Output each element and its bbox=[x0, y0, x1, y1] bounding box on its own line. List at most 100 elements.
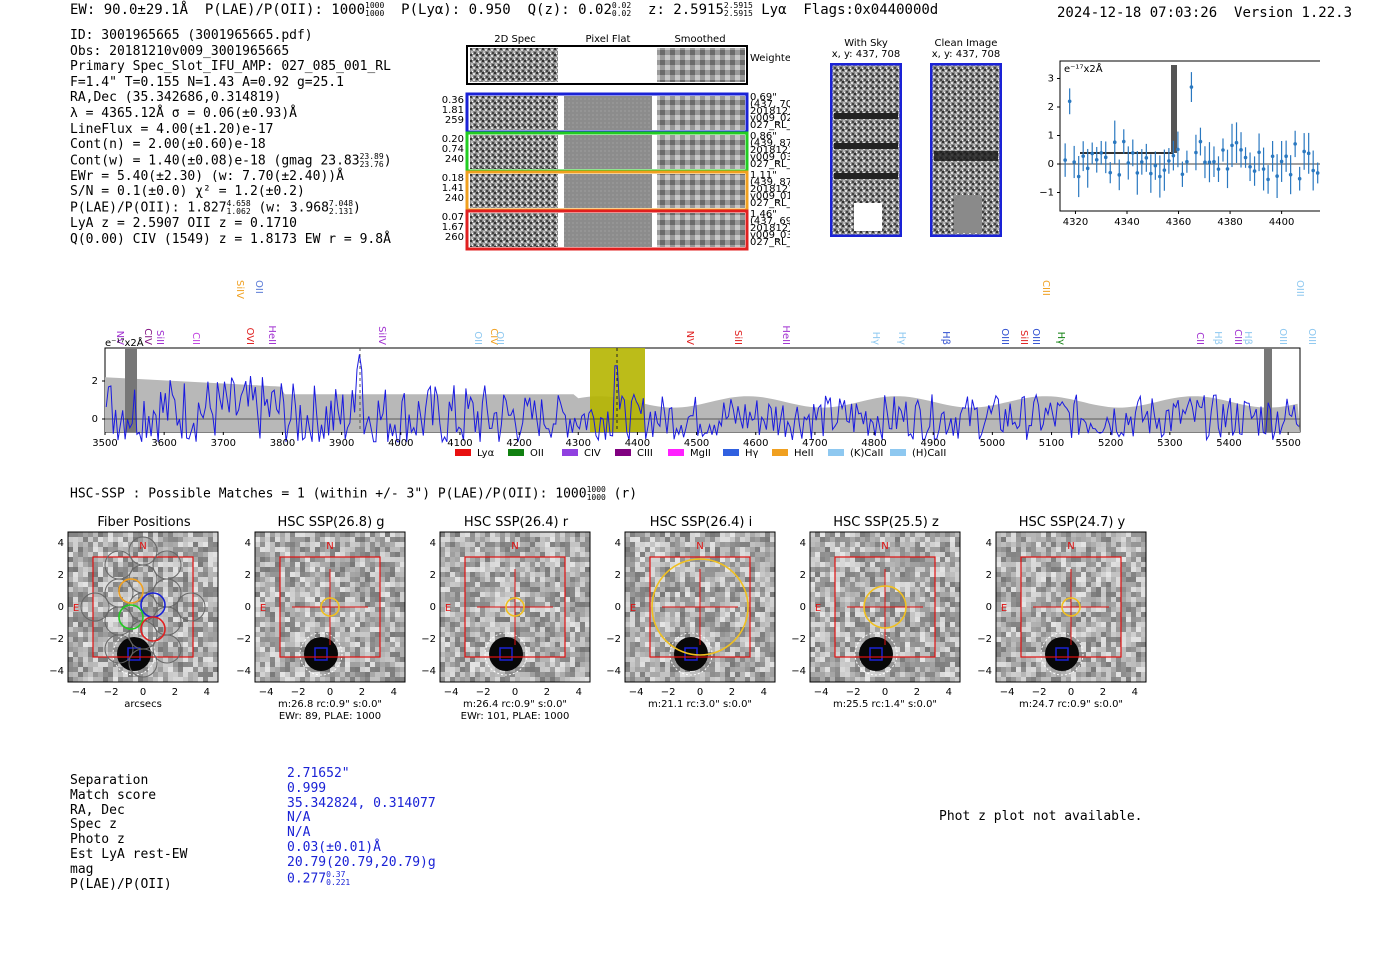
hsc-cutout-image bbox=[810, 532, 960, 682]
hsc-match-box bbox=[499, 647, 513, 661]
hsc-source bbox=[1045, 637, 1079, 671]
hsc-match-box bbox=[684, 647, 698, 661]
cutout-right-info: v009_01 bbox=[750, 191, 790, 202]
zoom-data-point bbox=[1121, 139, 1126, 144]
hsc-x-tick-label: 2 bbox=[729, 687, 735, 698]
hsc-east-label: E bbox=[1001, 603, 1007, 614]
zoom-data-point bbox=[1284, 154, 1288, 159]
hsc-panel: HSC SSP(26.8) g N E −4 −4 −2 −2 0 0 2 2 4 4 m:26.8 rc… bbox=[231, 512, 411, 726]
spectrum-x-tick-label: 4200 bbox=[506, 438, 531, 449]
cutout-left-stat: 0.18 bbox=[442, 173, 464, 184]
zoom-data-point bbox=[1234, 140, 1239, 145]
hsc-north-label: N bbox=[881, 541, 888, 552]
zoom-data-point bbox=[1149, 171, 1153, 176]
legend-swatch bbox=[455, 449, 471, 456]
legend-label: CIV bbox=[584, 448, 601, 459]
legend-label: OII bbox=[530, 448, 544, 459]
hsc-y-tick-label: −4 bbox=[236, 666, 251, 677]
match-value-radec: 35.342824, 0.314077 bbox=[287, 795, 436, 811]
zoom-y-tick-label: 3 bbox=[1048, 74, 1054, 85]
hsc-x-tick-label: −2 bbox=[476, 687, 491, 698]
zoom-data-point bbox=[1158, 174, 1162, 179]
hsc-x-tick-label: −4 bbox=[629, 687, 644, 698]
hsc-cutout-image bbox=[996, 532, 1146, 682]
spectrum-x-tick-label: 5100 bbox=[1039, 438, 1064, 449]
hsc-east-label: E bbox=[73, 603, 79, 614]
hsc-caption-1: m:21.1 rc:3.0" s:0.0" bbox=[648, 699, 752, 710]
cutout-left-stat: 0.36 bbox=[442, 95, 464, 106]
weighted-sum-row: Weighted Sum bbox=[466, 45, 790, 85]
cutout-2d-spec bbox=[470, 213, 558, 247]
cutout-right-info: (439, 875) bbox=[750, 138, 790, 149]
cutout-right-info: v009_02 bbox=[750, 113, 790, 124]
col-header-smoothed: Smoothed bbox=[674, 34, 725, 45]
hsc-y-tick-label: −2 bbox=[977, 634, 992, 645]
zoom-data-point bbox=[1207, 160, 1212, 164]
spectrum-mask-left bbox=[125, 348, 137, 432]
hsc-panel: Fiber Positions N E −4 −4 −2 −2 0 0 2 2 4 4 arcsecs bbox=[44, 512, 224, 726]
match-values: 2.71652" 0.999 35.342824, 0.314077 N/A N… bbox=[287, 766, 436, 887]
hsc-match-box bbox=[127, 647, 141, 661]
spectrum-x-tick-label: 4800 bbox=[861, 438, 886, 449]
cutout-left-stat: 240 bbox=[445, 193, 464, 204]
match-label-photoz: Photo z bbox=[70, 832, 125, 848]
match-label-plae: P(LAE)/P(OII) bbox=[70, 876, 172, 892]
hsc-y-tick-label: 2 bbox=[430, 570, 436, 581]
info-cont-n: Cont(n) = 2.00(±0.60)e-18 bbox=[70, 137, 266, 153]
hsc-x-tick-label: 4 bbox=[1132, 687, 1138, 698]
hsc-panel: HSC SSP(25.5) z N E −4 −4 −2 −2 0 0 2 2 4 4 m:25.5 rc… bbox=[786, 512, 966, 726]
hsc-panel: HSC SSP(26.4) i N E −4 −4 −2 −2 0 0 2 2 4 4 m:21.1 rc… bbox=[601, 512, 781, 726]
spectrum-x-tick-label: 5300 bbox=[1157, 438, 1182, 449]
info-radec: RA,Dec (35.342686,0.314819) bbox=[70, 90, 282, 106]
hsc-search-box bbox=[279, 556, 381, 658]
hsc-y-tick-label: 4 bbox=[430, 538, 436, 549]
with-sky-header: With Sky x, y: 437, 708 bbox=[830, 38, 902, 60]
fiber-circle-green bbox=[118, 604, 144, 630]
cutout-right-info: (437, 699) bbox=[750, 216, 790, 227]
match-value-photoz: N/A bbox=[287, 825, 311, 841]
hsc-x-tick-label: 2 bbox=[359, 687, 365, 698]
match-value-score: 0.999 bbox=[287, 780, 327, 796]
header-timestamp: 2024-12-18 07:03:26 bbox=[1057, 5, 1218, 21]
cutout-right-info: 20181210 bbox=[750, 223, 790, 234]
cutout-smoothed bbox=[657, 174, 745, 208]
col-header-2d-spec: 2D Spec bbox=[494, 34, 536, 45]
hsc-north-label: N bbox=[1067, 541, 1074, 552]
hsc-y-tick-label: 4 bbox=[245, 538, 251, 549]
spectrum-line-label: OIII bbox=[1030, 328, 1041, 345]
header-plae: P(LAE)/P(OII): 1000 bbox=[204, 2, 366, 18]
legend-swatch bbox=[890, 449, 906, 456]
hsc-y-tick-label: 2 bbox=[58, 570, 64, 581]
hsc-source bbox=[489, 637, 523, 671]
spectrum-line-label: CII bbox=[1194, 332, 1205, 345]
spectrum-line-label: CIV bbox=[142, 328, 153, 345]
hsc-x-tick-label: 2 bbox=[544, 687, 550, 698]
fiber-circle bbox=[176, 592, 206, 622]
zoom-x-tick-label: 4340 bbox=[1114, 217, 1139, 228]
hsc-x-tick-label: −2 bbox=[104, 687, 119, 698]
zoom-data-point bbox=[1176, 147, 1180, 152]
info-plae: P(LAE)/P(OII): 1.827 4.658 1.062 (w: 3.968… bbox=[70, 199, 361, 217]
cutout-right-info: v009_03 bbox=[750, 230, 790, 241]
zoom-peak-marker bbox=[1171, 65, 1177, 153]
zoom-y-tick-label: 0 bbox=[1048, 159, 1054, 170]
spectrum-line-label: SiII bbox=[732, 330, 743, 345]
hsc-x-tick-label: 0 bbox=[140, 687, 146, 698]
spectrum-y-tick-label: 0 bbox=[92, 414, 98, 425]
hsc-y-tick-label: 4 bbox=[800, 538, 806, 549]
cutout-right-info: 0.69" bbox=[750, 92, 777, 103]
match-labels: Separation Match score RA, Dec Spec z Ph… bbox=[70, 773, 187, 892]
hsc-x-tick-label: 0 bbox=[1068, 687, 1074, 698]
cutout-right-info: 20181210 bbox=[750, 184, 790, 195]
legend-swatch bbox=[615, 449, 631, 456]
match-label-radec: RA, Dec bbox=[70, 802, 125, 818]
info-cont-w: Cont(w) = 1.40(±0.08)e-18 (gmag 23.83 23.… bbox=[70, 151, 392, 169]
legend-swatch bbox=[668, 449, 684, 456]
spectrum-line-label-top: OIII bbox=[1294, 280, 1305, 297]
hsc-y-tick-label: −4 bbox=[49, 666, 64, 677]
zoom-data-point bbox=[1221, 148, 1225, 152]
zoom-data-point bbox=[1248, 164, 1252, 169]
